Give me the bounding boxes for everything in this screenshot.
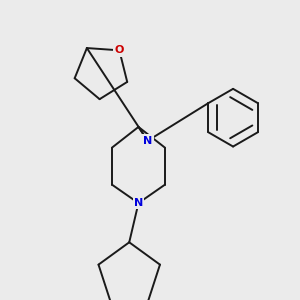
Text: O: O xyxy=(115,45,124,55)
Text: N: N xyxy=(134,198,143,208)
Text: N: N xyxy=(143,136,152,146)
